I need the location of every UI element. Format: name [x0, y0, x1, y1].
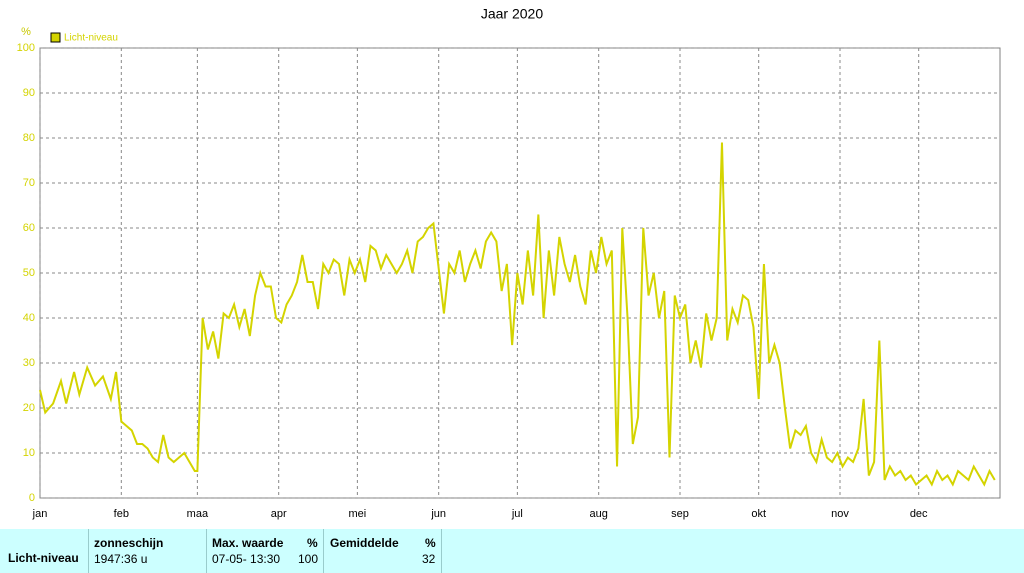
- x-tick-label: maa: [187, 508, 209, 520]
- x-tick-label: nov: [831, 508, 849, 520]
- y-tick-label: 40: [23, 312, 35, 324]
- unit: %: [307, 536, 318, 550]
- cell: 1947:36 u: [94, 552, 148, 566]
- x-tick-label: jan: [32, 508, 48, 520]
- x-tick-label: jul: [511, 508, 523, 520]
- y-tick-label: 0: [29, 492, 35, 504]
- x-tick-label: okt: [751, 508, 766, 520]
- data-line: [39, 142, 996, 487]
- y-axis-label: %: [21, 26, 31, 38]
- x-tick-label: feb: [114, 508, 129, 520]
- y-tick-label: 80: [23, 132, 35, 144]
- header: zonneschijn: [94, 536, 164, 550]
- chart-title: Jaar 2020: [481, 6, 543, 22]
- x-tick-label: dec: [910, 508, 928, 520]
- y-tick-label: 90: [23, 87, 35, 99]
- legend-label: Licht-niveau: [64, 33, 118, 44]
- chart: Jaar 2020 % 0 10 20 30 40 50 60 70 80 90 100 jan feb…: [17, 6, 1001, 520]
- row-label: Licht-niveau: [8, 551, 79, 565]
- separator: [206, 529, 207, 573]
- x-tick-label: mei: [349, 508, 367, 520]
- y-tick-label: 100: [17, 42, 35, 54]
- y-tick-label: 20: [23, 402, 35, 414]
- cell: 100: [298, 552, 319, 566]
- cell: 32: [422, 552, 436, 566]
- header: Max. waarde: [212, 536, 284, 550]
- summary-table: Licht-niveau zonneschijn 1947:36 u Max. …: [0, 529, 1024, 573]
- y-tick-label: 50: [23, 267, 35, 279]
- separator: [323, 529, 324, 573]
- y-tick-label: 70: [23, 177, 35, 189]
- cell: 07-05- 13:30: [212, 552, 281, 566]
- y-tick-label: 10: [23, 447, 35, 459]
- x-tick-label: sep: [671, 508, 689, 520]
- legend-swatch: [50, 32, 61, 43]
- separator: [88, 529, 89, 573]
- x-tick-label: aug: [590, 508, 608, 520]
- y-tick-label: 60: [23, 222, 35, 234]
- x-tick-label: apr: [271, 508, 287, 520]
- unit: %: [425, 536, 436, 550]
- header: Gemiddelde: [330, 536, 399, 550]
- separator: [441, 529, 442, 573]
- x-tick-label: jun: [430, 508, 446, 520]
- y-tick-label: 30: [23, 357, 35, 369]
